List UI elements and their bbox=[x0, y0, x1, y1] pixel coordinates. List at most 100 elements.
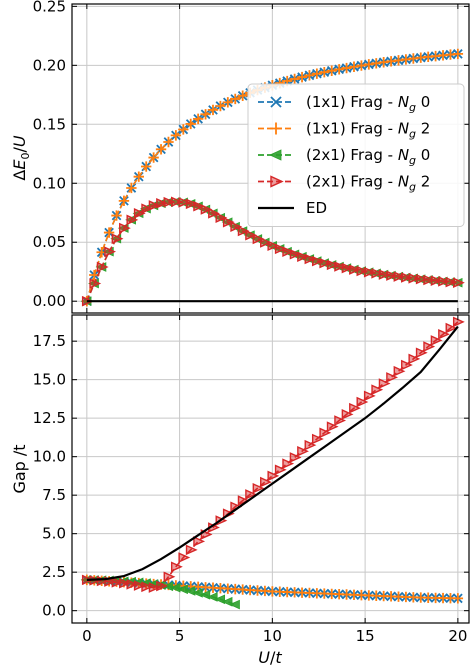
legend-marker-1x1-frag-n-g-2 bbox=[270, 122, 282, 135]
top-point-2x1-frag-n-g-2 bbox=[334, 261, 347, 272]
bottom-point-2x1-frag-n-g-2 bbox=[319, 427, 332, 439]
top-point-2x1-frag-n-g-2 bbox=[200, 204, 213, 215]
top-point-1x1-frag-n-g-2 bbox=[163, 136, 174, 148]
top-point-2x1-frag-n-g-2 bbox=[111, 233, 124, 244]
top-point-1x1-frag-n-g-2 bbox=[289, 73, 300, 85]
bottom-point-2x1-frag-n-g-2 bbox=[260, 476, 272, 488]
bottom-point-2x1-frag-n-g-0 bbox=[162, 581, 174, 592]
bottom-point-2x1-frag-n-g-0 bbox=[221, 596, 233, 607]
bottom-point-2x1-frag-n-g-2 bbox=[119, 577, 131, 589]
legend: (1x1) Frag - Ng 0 (1x1) Frag - Ng 2 (2x1) … bbox=[247, 83, 465, 227]
top-point-1x1-frag-n-g-2 bbox=[348, 61, 360, 72]
bottom-x-tick-label: 20 bbox=[448, 627, 467, 645]
bottom-point-2x1-frag-n-g-2 bbox=[304, 439, 317, 451]
bottom-y-tick-label: 0.0 bbox=[42, 602, 66, 620]
bottom-point-2x1-frag-n-g-2 bbox=[193, 536, 206, 547]
bottom-y-tick-label: 12.5 bbox=[33, 409, 66, 427]
top-point-2x1-frag-n-g-2 bbox=[349, 264, 361, 275]
top-point-1x1-frag-n-g-2 bbox=[296, 71, 308, 83]
bottom-point-2x1-frag-n-g-0 bbox=[214, 594, 226, 605]
top-point-2x1-frag-n-g-2 bbox=[430, 275, 443, 286]
bottom-point-2x1-frag-n-g-2 bbox=[111, 577, 124, 588]
bottom-point-2x1-frag-n-g-2 bbox=[408, 353, 421, 365]
top-point-1x1-frag-n-g-2 bbox=[237, 90, 248, 101]
bottom-x-tick-label: 10 bbox=[263, 627, 282, 645]
bottom-point-2x1-frag-n-g-2 bbox=[282, 458, 295, 469]
top-point-1x1-frag-n-g-2 bbox=[170, 130, 182, 141]
legend-marker-1x1-frag-n-g-0 bbox=[270, 96, 282, 108]
bottom-series-line-2x1-frag-n-g-2 bbox=[86, 321, 459, 589]
top-point-1x1-frag-n-g-2 bbox=[178, 124, 189, 135]
top-point-1x1-frag-n-g-2 bbox=[230, 93, 241, 105]
bottom-point-2x1-frag-n-g-2 bbox=[252, 482, 265, 494]
bottom-y-tick-label: 5.0 bbox=[42, 525, 66, 543]
top-point-2x1-frag-n-g-2 bbox=[356, 265, 369, 277]
bottom-point-2x1-frag-n-g-2 bbox=[415, 347, 428, 359]
top-point-2x1-frag-n-g-2 bbox=[408, 273, 421, 284]
legend-label-2x1-frag-n-g-0: (2x1) Frag - Ng 0 bbox=[306, 146, 430, 167]
top-point-2x1-frag-n-g-2 bbox=[215, 212, 228, 223]
legend-label-ed: ED bbox=[306, 199, 327, 217]
top-point-1x1-frag-n-g-2 bbox=[400, 54, 412, 65]
top-point-2x1-frag-n-g-2 bbox=[452, 277, 465, 288]
top-y-axis-label: ΔE0/U bbox=[10, 135, 32, 180]
bottom-x-tick-label: 15 bbox=[356, 627, 375, 645]
bottom-point-2x1-frag-n-g-2 bbox=[378, 378, 391, 389]
top-point-2x1-frag-n-g-2 bbox=[304, 253, 317, 265]
top-point-1x1-frag-n-g-2 bbox=[126, 182, 137, 194]
top-point-2x1-frag-n-g-2 bbox=[119, 222, 131, 234]
bottom-point-2x1-frag-n-g-2 bbox=[170, 561, 183, 573]
legend-marker-2x1-frag-n-g-0 bbox=[269, 149, 282, 161]
top-point-1x1-frag-n-g-2 bbox=[118, 195, 130, 207]
top-point-1x1-frag-n-g-2 bbox=[304, 70, 315, 81]
top-point-2x1-frag-n-g-2 bbox=[311, 255, 324, 267]
top-panel: 0.00 0.05 0.10 0.15 0.20 0.25 ΔE0/U (1x1) Fra… bbox=[10, 0, 470, 314]
bottom-y-tick-label: 15.0 bbox=[33, 371, 66, 389]
top-y-tick-label: 0.10 bbox=[33, 174, 66, 192]
top-y-tick-label: 0.25 bbox=[33, 0, 66, 15]
legend-marker-2x1-frag-n-g-2 bbox=[270, 175, 284, 188]
bottom-y-axis-label: Gap /t bbox=[10, 444, 29, 493]
top-point-2x1-frag-n-g-2 bbox=[252, 233, 265, 245]
top-point-2x1-frag-n-g-2 bbox=[260, 237, 272, 248]
top-point-1x1-frag-n-g-2 bbox=[141, 161, 152, 172]
top-point-2x1-frag-n-g-2 bbox=[156, 198, 168, 209]
top-point-2x1-frag-n-g-2 bbox=[326, 259, 339, 271]
top-point-2x1-frag-n-g-2 bbox=[289, 248, 302, 260]
top-point-1x1-frag-n-g-2 bbox=[311, 68, 323, 79]
top-point-2x1-frag-n-g-2 bbox=[104, 246, 117, 257]
bottom-grid bbox=[72, 315, 469, 623]
bottom-point-2x1-frag-n-g-2 bbox=[289, 452, 302, 463]
top-point-1x1-frag-n-g-2 bbox=[185, 118, 196, 130]
top-point-1x1-frag-n-g-2 bbox=[222, 97, 234, 108]
top-point-1x1-frag-n-g-2 bbox=[378, 57, 389, 68]
top-point-1x1-frag-n-g-2 bbox=[111, 210, 122, 221]
top-point-2x1-frag-n-g-2 bbox=[148, 200, 161, 211]
top-point-1x1-frag-n-g-2 bbox=[207, 104, 219, 116]
top-point-2x1-frag-n-g-2 bbox=[415, 273, 428, 285]
top-y-tick-label: 0.00 bbox=[33, 292, 66, 310]
top-point-2x1-frag-n-g-2 bbox=[96, 261, 109, 273]
top-point-1x1-frag-n-g-2 bbox=[326, 65, 337, 76]
top-point-2x1-frag-n-g-2 bbox=[423, 274, 436, 286]
top-point-1x1-frag-n-g-2 bbox=[103, 227, 115, 238]
bottom-panel: 0 5 10 15 20 0.0 2.5 5.0 7.5 10.0 12.5 15.0 17.5 Gap… bbox=[10, 314, 470, 667]
bottom-point-2x1-frag-n-g-2 bbox=[349, 402, 361, 414]
bottom-point-2x1-frag-n-g-2 bbox=[423, 341, 436, 352]
legend-frame bbox=[247, 83, 465, 227]
top-y-tick-label: 0.20 bbox=[33, 56, 66, 74]
top-point-1x1-frag-n-g-2 bbox=[133, 171, 144, 182]
bottom-point-2x1-frag-n-g-2 bbox=[156, 580, 168, 592]
bottom-point-2x1-frag-n-g-2 bbox=[386, 372, 399, 383]
bottom-plot-area bbox=[80, 316, 465, 610]
top-point-2x1-frag-n-g-2 bbox=[230, 221, 243, 232]
top-point-1x1-frag-n-g-2 bbox=[341, 62, 352, 74]
top-point-2x1-frag-n-g-2 bbox=[133, 208, 146, 219]
bottom-point-2x1-frag-n-g-2 bbox=[371, 384, 384, 395]
bottom-point-2x1-frag-n-g-2 bbox=[245, 489, 258, 500]
bottom-point-2x1-frag-n-g-0 bbox=[229, 599, 240, 610]
bottom-point-2x1-frag-n-g-2 bbox=[141, 581, 154, 593]
top-point-2x1-frag-n-g-2 bbox=[141, 203, 154, 214]
top-point-2x1-frag-n-g-2 bbox=[126, 214, 139, 226]
top-point-2x1-frag-n-g-2 bbox=[89, 278, 102, 289]
